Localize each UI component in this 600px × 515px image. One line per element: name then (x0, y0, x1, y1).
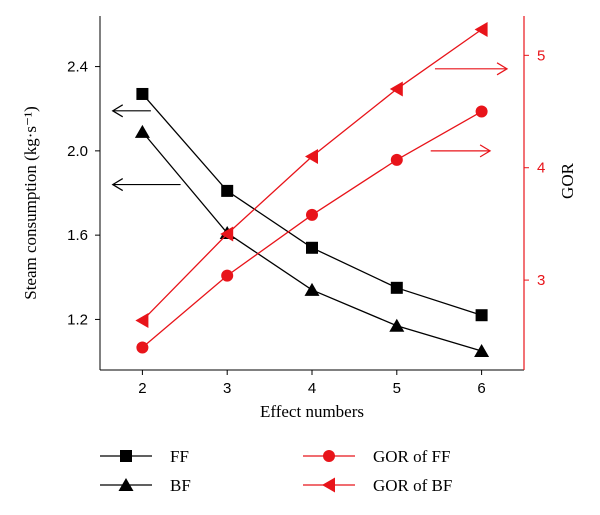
data-point (475, 309, 488, 322)
right-y-tick-label: 5 (537, 47, 545, 64)
arrow-head (111, 104, 124, 118)
left-y-axis-title: Steam consumption (kg·s⁻¹) (21, 106, 40, 300)
data-point (474, 21, 488, 37)
right-y-axis-title: GOR (558, 162, 577, 199)
data-point (221, 269, 234, 282)
arrow-head (479, 144, 492, 158)
series-ff (136, 87, 488, 322)
data-point (389, 81, 403, 97)
legend-label: FF (170, 447, 189, 466)
right-y-tick-label: 4 (537, 160, 545, 177)
legend: FF BF GOR of FF GOR of BF (100, 447, 452, 495)
series-line (141, 28, 482, 322)
data-point (304, 282, 320, 296)
axis-arrow-left (111, 178, 181, 192)
series-gor-of-ff (136, 105, 488, 354)
data-point (475, 105, 488, 118)
x-tick-label: 2 (138, 380, 146, 397)
axes: 2 3 4 5 6 1.2 1.6 2.0 2.4 3 4 5 Effect numbers Steam … (21, 16, 577, 421)
axis-arrow-right (430, 144, 492, 158)
legend-marker (118, 478, 134, 491)
series-line (141, 93, 482, 316)
legend-marker (120, 450, 132, 462)
left-y-tick-label: 1.2 (67, 311, 88, 328)
legend-label: BF (170, 476, 191, 495)
x-tick-label: 3 (223, 380, 231, 397)
legend-label: GOR of FF (373, 447, 450, 466)
x-tick-label: 4 (308, 380, 316, 397)
x-axis-title: Effect numbers (260, 402, 364, 421)
data-point (135, 313, 149, 329)
data-point (134, 124, 150, 138)
data-point (389, 318, 405, 332)
legend-item-gor-of-bf: GOR of BF (303, 476, 452, 495)
legend-item-gor-of-ff: GOR of FF (303, 447, 450, 466)
data-point (474, 344, 490, 358)
data-point (306, 208, 318, 221)
data-point (306, 241, 318, 254)
data-point (221, 184, 234, 197)
axis-arrow-left (111, 104, 151, 118)
arrow-head (111, 178, 124, 192)
series-line (141, 110, 482, 349)
legend-label: GOR of BF (373, 476, 452, 495)
series-gor-of-bf (135, 21, 488, 329)
series-line (141, 131, 482, 352)
series-layer (134, 21, 490, 358)
left-y-tick-label: 1.6 (67, 227, 88, 244)
legend-marker (323, 450, 335, 462)
data-point (390, 281, 403, 294)
data-point (220, 226, 234, 242)
x-tick-label: 6 (477, 380, 485, 397)
data-point (136, 87, 149, 100)
data-point (390, 153, 403, 166)
annotations (111, 62, 509, 192)
legend-item-bf: BF (100, 476, 191, 495)
left-y-tick-label: 2.0 (67, 143, 88, 160)
left-y-tick-label: 2.4 (67, 59, 88, 76)
right-y-tick-label: 3 (537, 272, 545, 289)
x-tick-label: 5 (393, 380, 401, 397)
data-point (136, 341, 149, 354)
legend-item-ff: FF (100, 447, 189, 466)
legend-marker (322, 477, 335, 493)
arrow-head (496, 62, 509, 76)
data-point (305, 148, 318, 164)
axis-arrow-right (434, 62, 509, 76)
